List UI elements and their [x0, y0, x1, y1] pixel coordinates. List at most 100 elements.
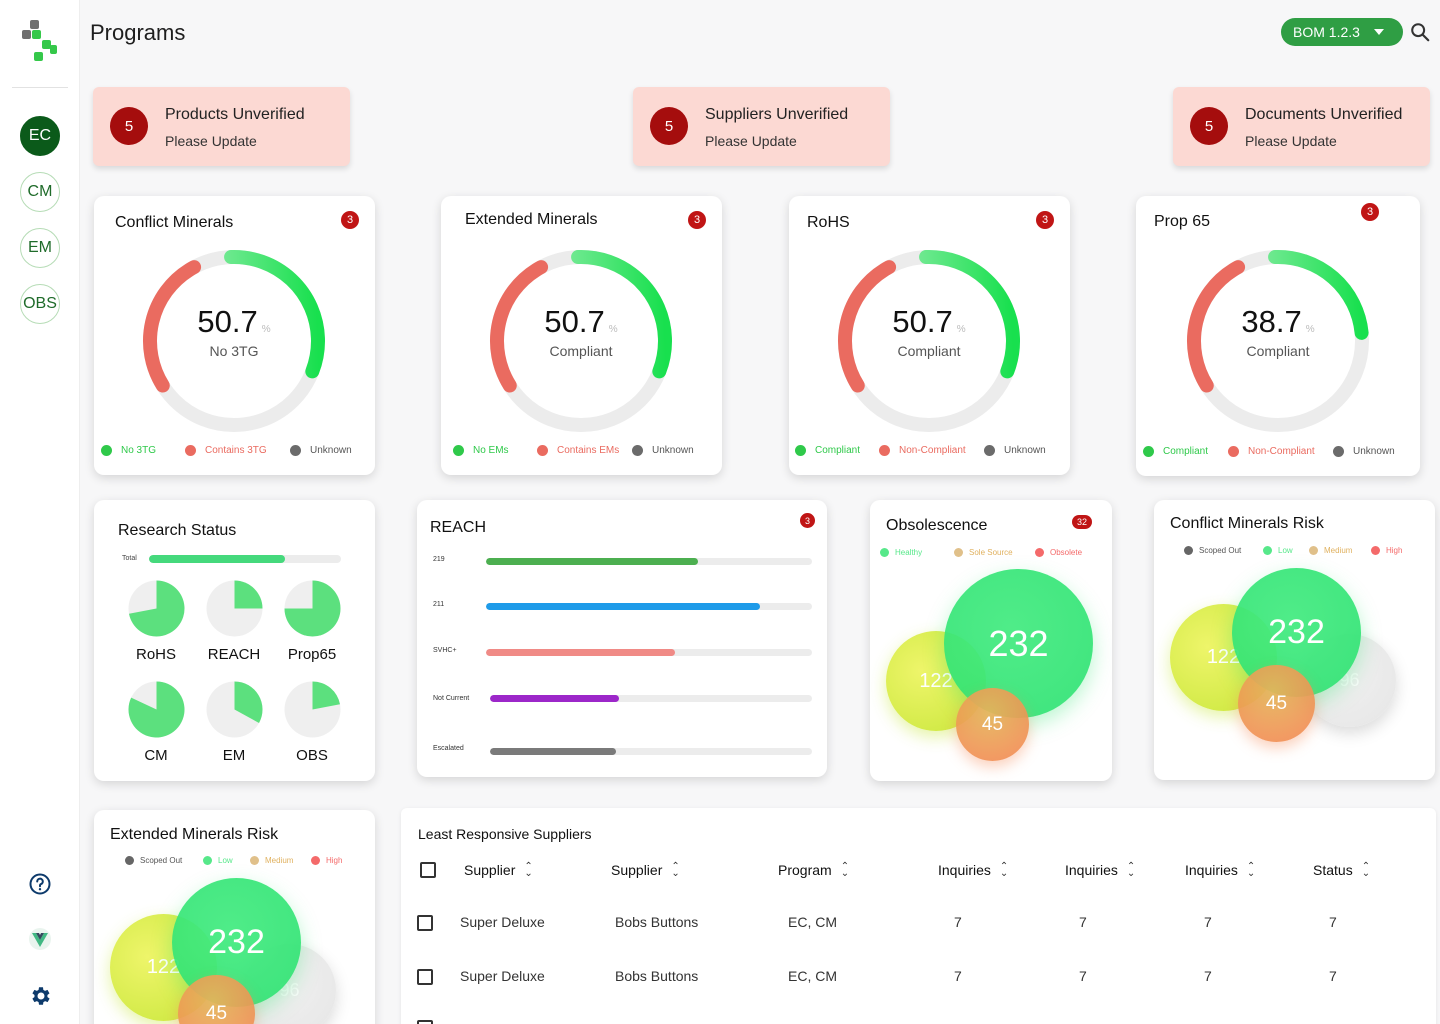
legend-dot-red [1035, 548, 1044, 557]
legend-label: Scoped Out [140, 856, 183, 865]
compliance-gauge [837, 250, 1020, 432]
gauge-arc-noncompliant [837, 250, 1020, 432]
bubble-obsolete: 45 [956, 688, 1029, 761]
gauge-card-extended-minerals[interactable]: Extended Minerals 3 50.7% Compliant No E… [441, 196, 722, 475]
row-checkbox[interactable] [417, 1020, 433, 1024]
alert-products-unverified[interactable]: 5 Products Unverified Please Update [93, 87, 350, 166]
table-cell: Super Deluxe [460, 914, 545, 930]
sidebar-item-em[interactable]: EM [20, 228, 60, 268]
column-header-supplier[interactable]: Supplier ⌃ ⌄ [464, 862, 533, 879]
gauge-arc-noncompliant [143, 250, 325, 432]
gauge-unit: % [261, 324, 271, 335]
alert-count: 5 [1190, 107, 1228, 145]
research-pie-em [206, 681, 263, 738]
card-title: Extended Minerals [465, 211, 598, 228]
select-all-checkbox[interactable] [420, 862, 436, 878]
row-checkbox[interactable] [417, 969, 433, 985]
bar-fill [490, 695, 619, 702]
legend-label: Unknown [652, 445, 694, 456]
bar-fill [490, 748, 616, 755]
column-header-status[interactable]: Status ⌃ ⌄ [1313, 862, 1370, 879]
caret-down-icon [1373, 29, 1384, 35]
bar-track [486, 558, 812, 565]
help-icon[interactable] [28, 872, 52, 896]
bar-fill [486, 558, 698, 565]
table-cell: EC, CM [788, 914, 837, 930]
legend-label: No EMs [473, 445, 509, 456]
column-header-inquiries[interactable]: Inquiries ⌃ ⌄ [938, 862, 1008, 879]
legend-dot-grey [1333, 446, 1344, 457]
legend-dot-amber [1309, 546, 1318, 555]
gauge-label: Compliant [897, 343, 961, 359]
column-header-supplier[interactable]: Supplier ⌃ ⌄ [611, 861, 680, 879]
conflict-minerals-risk-card[interactable]: Conflict Minerals Risk Scoped Out Low Me… [1154, 500, 1435, 780]
column-header-label: Inquiries [1065, 862, 1118, 878]
compliance-gauge [490, 250, 672, 432]
legend-label: Low [1278, 546, 1293, 555]
alert-suppliers-unverified[interactable]: 5 Suppliers Unverified Please Update [633, 87, 890, 166]
legend-dot-red [311, 856, 320, 865]
bubble-high: 45 [1238, 665, 1315, 742]
reach-card[interactable]: REACH 3 219 211 SVHC+ Not Current Escala… [417, 500, 827, 777]
bar-track [490, 695, 812, 702]
search-icon[interactable] [1409, 21, 1431, 43]
legend-dot-amber [250, 856, 259, 865]
notification-badge: 3 [341, 211, 359, 229]
bar-label: SVHC+ [433, 647, 457, 654]
legend-label: Non-Compliant [899, 445, 966, 456]
alert-title: Suppliers Unverified [705, 106, 849, 123]
gauge-unit: % [956, 324, 966, 335]
sidebar-item-cm[interactable]: CM [20, 172, 60, 212]
sort-icon: ⌃ ⌄ [1126, 861, 1136, 879]
pie-label: EM [222, 747, 246, 764]
sort-icon: ⌃ ⌄ [1246, 861, 1256, 879]
gauge-unit: % [608, 324, 618, 335]
row-checkbox[interactable] [417, 915, 433, 931]
gauge-card-rohs[interactable]: RoHS 3 50.7% Compliant Compliant Non-Com… [789, 196, 1070, 475]
column-header-inquiries[interactable]: Inquiries ⌃ ⌄ [1065, 861, 1136, 879]
sidebar-item-ec[interactable]: EC [20, 116, 60, 156]
alert-subtitle: Please Update [705, 133, 797, 149]
bar-fill [486, 649, 676, 656]
legend-label: Sole Source [969, 548, 1013, 557]
bar-label: 211 [433, 601, 445, 608]
bom-version-label: BOM 1.2.3 [1293, 24, 1360, 40]
gauge-arc-compliant [838, 250, 1020, 432]
sort-icon: ⌃ ⌄ [671, 861, 680, 879]
column-header-program[interactable]: Program ⌃ ⌄ [778, 862, 849, 879]
pie-label: OBS [296, 747, 328, 764]
legend-dot-red [185, 445, 196, 456]
notification-badge: 3 [688, 211, 706, 229]
alert-count: 5 [110, 107, 148, 145]
settings-icon[interactable] [28, 984, 52, 1008]
legend-label: High [1386, 546, 1403, 555]
legend-label: Unknown [1353, 446, 1395, 457]
alert-title: Products Unverified [165, 106, 305, 123]
legend-label: Healthy [895, 548, 923, 557]
pie-label: CM [144, 747, 168, 764]
gauge-value: 50.7 [892, 304, 953, 339]
research-pie-reach [206, 580, 263, 637]
pie-slice [312, 681, 341, 710]
column-header-label: Supplier [611, 862, 663, 878]
bom-version-dropdown[interactable]: BOM 1.2.3 [1281, 18, 1403, 46]
sidebar-item-obs[interactable]: OBS [20, 284, 60, 324]
legend-dot-amber [954, 548, 963, 557]
card-title: Obsolescence [886, 517, 988, 534]
gauge-arc-compliant [1187, 250, 1369, 432]
research-status-card[interactable]: Research Status Total RoHS REACH Prop65 … [94, 500, 375, 781]
alert-documents-unverified[interactable]: 5 Documents Unverified Please Update [1173, 87, 1430, 166]
legend-dot-green [1263, 546, 1272, 555]
vue-logo-icon[interactable] [28, 927, 52, 951]
gauge-card-prop-65[interactable]: Prop 65 3 38.7% Compliant Compliant Non-… [1136, 196, 1420, 476]
legend-dot-grey [290, 445, 301, 456]
app-logo[interactable] [20, 18, 60, 68]
extended-minerals-risk-card[interactable]: Extended Minerals Risk Scoped Out Low Me… [94, 810, 375, 1024]
column-header-inquiries[interactable]: Inquiries ⌃ ⌄ [1185, 861, 1256, 879]
obsolescence-card[interactable]: Obsolescence 32 Healthy Sole Source Obso… [870, 500, 1112, 781]
column-header-label: Program [778, 862, 832, 878]
column-header-label: Status [1313, 862, 1353, 878]
gauge-card-conflict-minerals[interactable]: Conflict Minerals 3 50.7% No 3TG No 3TG … [94, 196, 375, 475]
total-progress-fill [149, 555, 286, 563]
legend-dot-green [203, 856, 212, 865]
